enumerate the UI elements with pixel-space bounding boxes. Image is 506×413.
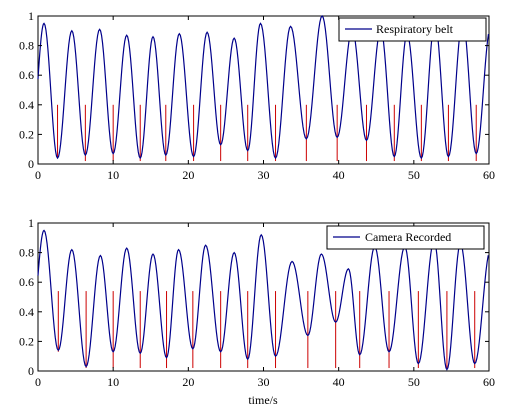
respiratory-belt-x-tick-label-3: 30 xyxy=(258,168,270,182)
camera-recorded-y-tick-label-3: 0.6 xyxy=(19,275,34,289)
camera-recorded-x-tick-label-2: 20 xyxy=(182,375,194,389)
camera-recorded-x-tick-label-6: 60 xyxy=(483,375,495,389)
respiratory-belt-x-tick-label-1: 10 xyxy=(107,168,119,182)
camera-recorded-x-tick-label-4: 40 xyxy=(333,375,345,389)
camera-recorded-legend: Camera Recorded xyxy=(326,225,485,250)
camera-recorded-y-tick-label-2: 0.4 xyxy=(19,305,34,319)
camera-recorded-x-tick-label-1: 10 xyxy=(107,375,119,389)
respiratory-belt-panel: 0 10 20 30 40 50 60 0 0.2 0.4 0.6 0.8 1 Respiratory … xyxy=(19,9,495,182)
respiratory-belt-x-tick-label-5: 50 xyxy=(408,168,420,182)
respiratory-belt-y-tick-label-3: 0.6 xyxy=(19,68,34,82)
camera-recorded-x-tick-label-3: 30 xyxy=(258,375,270,389)
camera-recorded-x-tick-label-0: 0 xyxy=(35,375,41,389)
camera-recorded-y-tick-label-4: 0.8 xyxy=(19,246,34,260)
respiratory-belt-y-tick-label-4: 0.8 xyxy=(19,39,34,53)
respiratory-belt-legend: Respiratory belt xyxy=(338,17,487,42)
respiratory-belt-x-tick-label-6: 60 xyxy=(483,168,495,182)
x-axis-label: time/s xyxy=(248,393,278,407)
camera-recorded-x-tick-label-5: 50 xyxy=(408,375,420,389)
respiratory-belt-y-tick-label-5: 1 xyxy=(28,9,34,23)
respiratory-belt-markers xyxy=(57,104,477,162)
respiratory-belt-legend-label: Respiratory belt xyxy=(376,22,454,36)
respiratory-belt-series-line xyxy=(37,14,490,160)
camera-recorded-panel: 0 10 20 30 40 50 60 0 0.2 0.4 0.6 0.8 1 Camera Recor… xyxy=(19,216,495,407)
respiratory-belt-y-tick-label-1: 0.2 xyxy=(19,127,34,141)
camera-recorded-y-tick-label-1: 0.2 xyxy=(19,334,34,348)
camera-recorded-ticks: 0 10 20 30 40 50 60 0 0.2 0.4 0.6 0.8 1 xyxy=(19,216,495,389)
camera-recorded-series-line xyxy=(37,229,489,371)
respiratory-belt-legend-box xyxy=(338,17,487,42)
camera-recorded-legend-box xyxy=(326,225,485,250)
respiratory-belt-ticks: 0 10 20 30 40 50 60 0 0.2 0.4 0.6 0.8 1 xyxy=(19,9,495,182)
respiratory-belt-x-tick-label-4: 40 xyxy=(333,168,345,182)
respiratory-belt-x-tick-label-2: 20 xyxy=(182,168,194,182)
camera-recorded-legend-label: Camera Recorded xyxy=(365,230,451,244)
respiratory-belt-x-tick-label-0: 0 xyxy=(35,168,41,182)
camera-recorded-y-tick-label-5: 1 xyxy=(28,216,34,230)
camera-recorded-y-tick-label-0: 0 xyxy=(28,364,34,378)
respiratory-belt-y-tick-label-2: 0.4 xyxy=(19,98,34,112)
respiratory-belt-y-tick-label-0: 0 xyxy=(28,157,34,171)
